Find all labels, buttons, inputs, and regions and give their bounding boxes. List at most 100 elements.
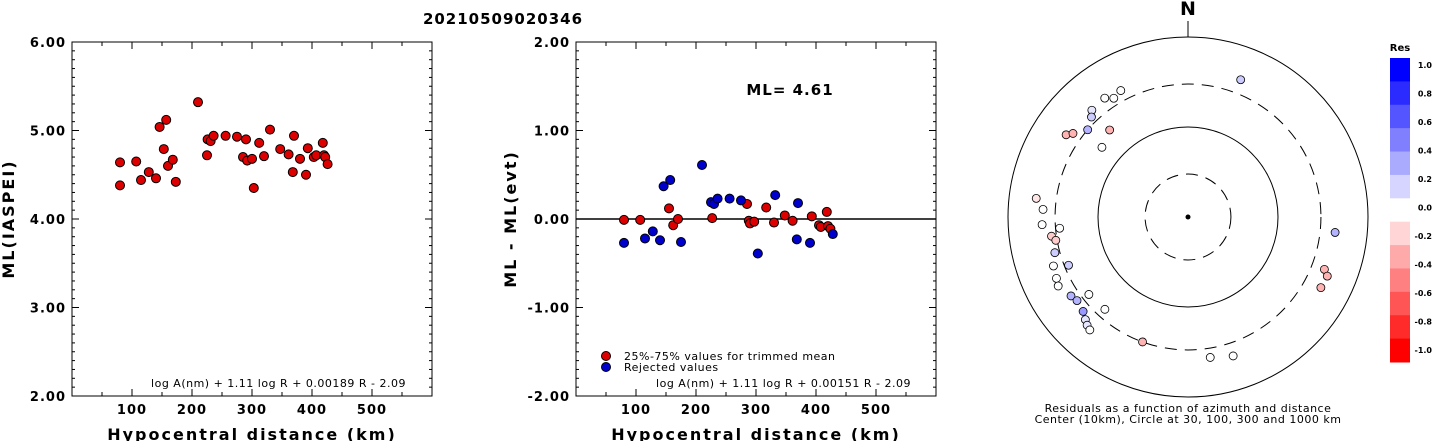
station-residual-point [1109,93,1119,103]
station-residual-point [1100,93,1110,103]
data-point [289,130,299,141]
colorbar-label: -0.6 [1415,289,1433,298]
y-axis-label: ML(IASPEI) [0,159,18,278]
colorbar-label: 0.8 [1418,90,1433,99]
data-point [697,160,707,171]
legend-marker [601,362,611,372]
y-tick-label: 4.00 [30,213,66,228]
colorbar-label: -1.0 [1415,346,1433,355]
station-residual-point [1138,337,1147,347]
data-point [136,175,146,186]
data-point [635,214,646,225]
station-residual-point [1038,205,1048,214]
epicenter-marker [1185,214,1191,220]
colorbar-label: -0.4 [1415,261,1433,270]
y-tick-label: 6.00 [30,36,66,51]
y-tick-label: -2.00 [528,390,570,405]
ring-30km [1144,173,1232,261]
residual-vs-distance-panel: 100 200 300 400 500 -2.00 -1.00 0.00 1.00 2.00 Hyp… [501,36,937,441]
colorbar-label: 0.4 [1418,147,1433,156]
ml-vs-distance-panel: 100 200 300 400 500 2.00 3.00 4.00 5.00 6.00 Hypoc… [0,36,433,441]
colorbar-swatch [1390,198,1410,223]
colorbar-label: 1.0 [1418,61,1433,70]
data-point [170,176,181,187]
polar-caption: Residuals as a function of azimuth and d… [1045,402,1332,415]
data-point [248,183,259,194]
polar-caption: Center (10km), Circle at 30, 100, 300 an… [1035,413,1342,426]
station-residual-point [1050,248,1060,258]
data-point [259,151,269,162]
data-point [287,167,298,178]
data-point [712,193,723,204]
data-point [761,202,772,213]
data-point [769,217,779,228]
colorbar-label: 0.2 [1418,175,1432,184]
station-residual-point [1055,223,1065,233]
colorbar-label: -0.8 [1415,318,1433,327]
data-point [749,216,760,227]
station-residual-point [1052,273,1061,283]
data-point [664,203,674,214]
data-point [167,154,178,165]
data-point [805,237,815,248]
station-residual-point [1064,260,1073,270]
data-point [193,97,203,108]
colorbar-swatch [1390,291,1410,316]
colorbar-swatch [1390,245,1410,269]
data-point [791,234,802,245]
data-point [770,190,781,201]
data-point [647,226,658,237]
data-point [821,206,832,217]
formula-text: log A(nm) + 1.11 log R + 0.00151 R - 2.0… [656,377,911,390]
data-point [301,169,311,180]
colorbar-swatch [1390,81,1410,106]
station-residual-point [1228,351,1238,361]
data-point [151,173,161,184]
colorbar-title: Res [1390,43,1410,54]
figure-title: 20210509020346 [423,10,583,28]
data-point [154,121,165,132]
data-point [806,211,817,222]
azimuth-residual-polar-panel: N Residuals as a function of azimuth and … [1007,0,1369,426]
station-residual-point [1330,228,1340,237]
data-point [779,210,790,221]
y-tick-label: 2.00 [30,390,66,405]
colorbar-swatch [1390,128,1410,153]
data-point [131,156,142,167]
x-tick-label: 400 [801,403,831,418]
data-point [619,214,629,225]
station-residual-point [1100,304,1110,314]
data-point [220,130,231,141]
station-residual-point [1053,281,1063,291]
station-residual-point [1068,129,1078,138]
data-point [676,237,686,248]
ring-100km [1097,126,1279,308]
colorbar-label: 0.0 [1418,204,1433,213]
station-residual-point [1105,125,1115,135]
formula-text: log A(nm) + 1.11 log R + 0.00189 R - 2.0… [151,377,406,390]
y-axis-label: ML - ML(evt) [501,150,520,288]
station-residual-point [1322,271,1332,281]
y-tick-label: 2.00 [534,36,570,51]
data-point [673,214,683,224]
data-point [247,153,257,164]
data-point [658,181,669,192]
x-tick-label: 500 [357,403,387,418]
y-tick-label: 5.00 [30,125,66,140]
north-label: N [1180,0,1196,20]
data-point [283,149,294,160]
x-axis-label: Hypocentral distance (km) [611,425,901,441]
station-residual-point [1051,235,1061,245]
station-residual-point [1097,142,1107,152]
station-residual-point [1037,220,1047,230]
x-tick-label: 500 [861,403,891,418]
station-residual-point [1316,283,1326,293]
data-point [158,144,169,155]
x-tick-label: 100 [117,403,147,418]
data-point [619,237,629,248]
data-point [655,235,665,246]
station-residual-point [1083,125,1093,135]
data-point [302,143,313,154]
data-point [254,137,265,148]
